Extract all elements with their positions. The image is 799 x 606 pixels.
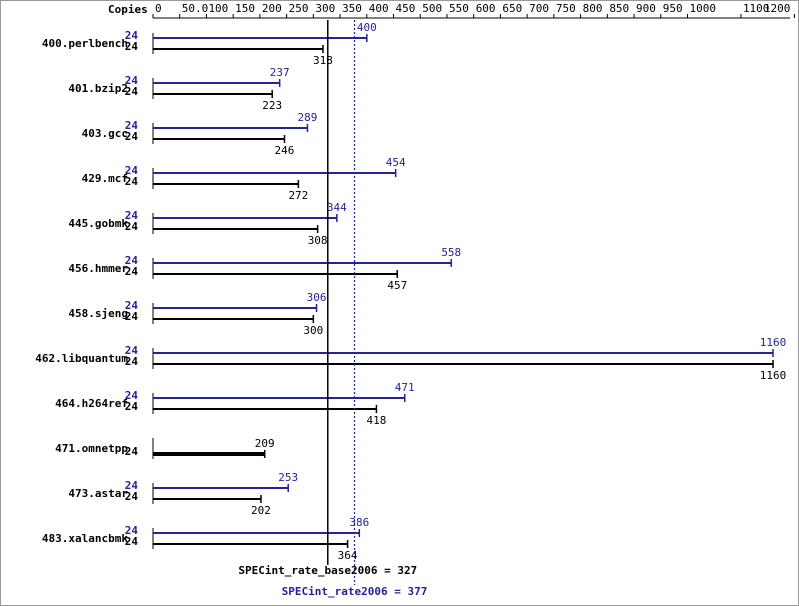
x-tick-label: 200 [262, 2, 282, 15]
copies-label: 24 [125, 130, 139, 143]
copies-label: 24 [125, 355, 139, 368]
category-label: 445.gobmk [68, 217, 128, 230]
value-label: 237 [270, 66, 290, 79]
x-tick-label: 500 [422, 2, 442, 15]
reference-label: SPECint_rate2006 = 377 [282, 585, 428, 598]
category-label: 458.sjeng [68, 307, 128, 320]
category-label: 483.xalancbmk [42, 532, 128, 545]
category-label: 462.libquantum [35, 352, 128, 365]
copies-label: 24 [125, 524, 139, 537]
value-label: 344 [327, 201, 347, 214]
category-label: 400.perlbench [42, 37, 128, 50]
copies-label: 24 [125, 310, 139, 323]
value-label: 300 [303, 324, 323, 337]
copies-label: 24 [125, 74, 139, 87]
category-label: 401.bzip2 [68, 82, 128, 95]
value-label: 386 [349, 516, 369, 529]
value-label: 400 [357, 21, 377, 34]
x-tick-label: 950 [663, 2, 683, 15]
x-tick-label: 600 [476, 2, 496, 15]
copies-label: 24 [125, 119, 139, 132]
copies-label: 24 [125, 220, 139, 233]
x-tick-label: 750 [556, 2, 576, 15]
value-label: 308 [308, 234, 328, 247]
x-tick-label: 650 [502, 2, 522, 15]
x-tick-label: 0 [155, 2, 162, 15]
value-label: 306 [307, 291, 327, 304]
copies-label: 24 [125, 299, 139, 312]
value-label: 289 [298, 111, 318, 124]
x-tick-label: 50.0 [182, 2, 209, 15]
category-label: 473.astar [68, 487, 128, 500]
value-label: 272 [288, 189, 308, 202]
value-label: 246 [275, 144, 295, 157]
x-tick-label: 100 [208, 2, 228, 15]
copies-label: 24 [125, 175, 139, 188]
x-tick-label: 550 [449, 2, 469, 15]
value-label: 209 [255, 437, 275, 450]
category-label: 429.mcf [82, 172, 128, 185]
category-label: 456.hmmer [68, 262, 128, 275]
value-label: 1160 [760, 369, 787, 382]
value-label: 558 [441, 246, 461, 259]
copies-label: 24 [125, 344, 139, 357]
x-tick-label: 1100 [743, 2, 770, 15]
copies-label: 24 [125, 254, 139, 267]
x-tick-label: 300 [315, 2, 335, 15]
copies-label: 24 [125, 445, 139, 458]
value-label: 364 [338, 549, 358, 562]
value-label: 253 [278, 471, 298, 484]
value-label: 1160 [760, 336, 787, 349]
copies-label: 24 [125, 535, 139, 548]
category-label: 403.gcc [82, 127, 128, 140]
x-tick-label: 850 [609, 2, 629, 15]
value-label: 454 [386, 156, 406, 169]
x-tick-label: 900 [636, 2, 656, 15]
copies-label: 24 [125, 29, 139, 42]
copies-label: 24 [125, 479, 139, 492]
copies-label: 24 [125, 389, 139, 402]
x-tick-label: 1000 [690, 2, 717, 15]
x-tick-label: 250 [289, 2, 309, 15]
x-tick-label: 150 [235, 2, 255, 15]
x-tick-label: 800 [583, 2, 603, 15]
value-label: 202 [251, 504, 271, 517]
copies-label: 24 [125, 164, 139, 177]
value-label: 318 [313, 54, 333, 67]
copies-label: 24 [125, 265, 139, 278]
copies-label: 24 [125, 490, 139, 503]
value-label: 457 [387, 279, 407, 292]
category-label: 471.omnetpp [55, 442, 128, 455]
copies-label: 24 [125, 85, 139, 98]
reference-label: SPECint_rate_base2006 = 327 [238, 564, 417, 577]
value-label: 223 [262, 99, 282, 112]
value-label: 471 [395, 381, 415, 394]
category-label: 464.h264ref [55, 397, 128, 410]
copies-label: 24 [125, 40, 139, 53]
x-tick-label: 350 [342, 2, 362, 15]
x-tick-label: 400 [369, 2, 389, 15]
copies-label: 24 [125, 400, 139, 413]
x-tick-label: 1200 [764, 2, 791, 15]
x-tick-label: 450 [396, 2, 416, 15]
value-label: 418 [366, 414, 386, 427]
x-tick-label: 700 [529, 2, 549, 15]
copies-header: Copies [108, 3, 148, 16]
copies-label: 24 [125, 209, 139, 222]
